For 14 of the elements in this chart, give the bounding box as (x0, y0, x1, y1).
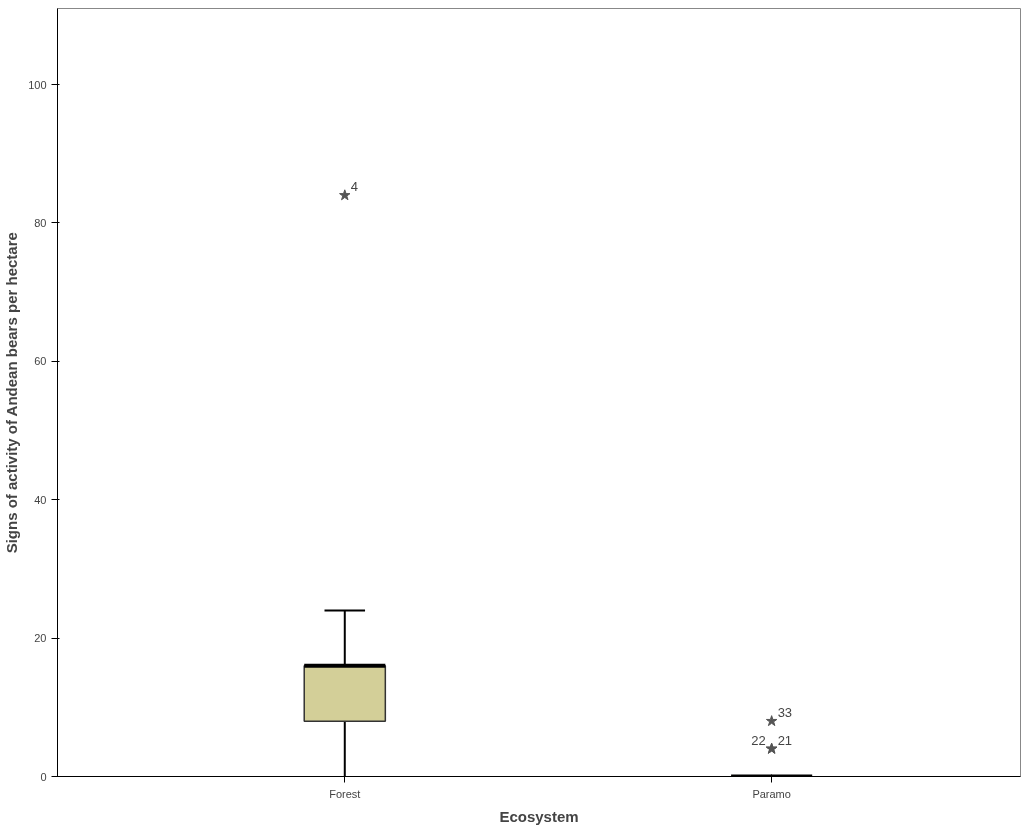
annotation: 22 (751, 732, 766, 748)
x-tick-label: Paramo (752, 787, 791, 800)
y-tick-label: 60 (34, 355, 47, 368)
y-tick-label: 80 (34, 216, 47, 229)
y-tick-label: 40 (34, 493, 47, 506)
y-tick-label: 100 (28, 78, 47, 91)
x-axis-title: Ecosystem (499, 807, 579, 825)
y-tick-label: 20 (34, 632, 47, 645)
annotation: 21 (777, 732, 793, 748)
annotation: 4 (350, 179, 359, 195)
y-tick-label: 0 (40, 770, 47, 783)
y-axis-title: Signs of activity of Andean bears per hectare (3, 232, 21, 554)
annotation: 33 (777, 705, 793, 721)
x-tick-label: Forest (329, 787, 361, 800)
